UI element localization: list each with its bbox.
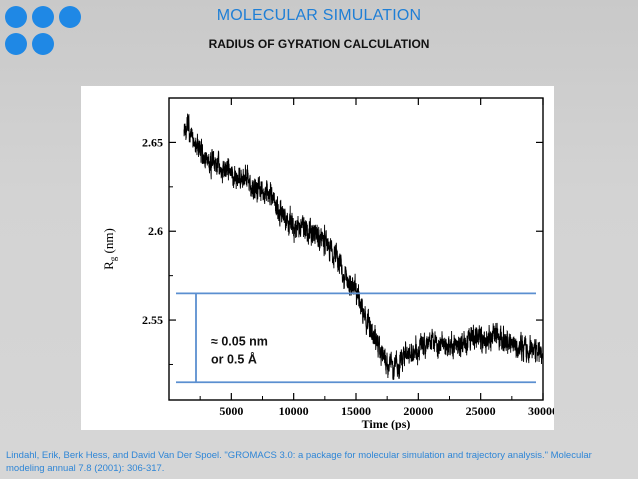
citation: Lindahl, Erik, Berk Hess, and David Van … <box>6 450 592 474</box>
x-tick-label: 30000 <box>528 404 554 418</box>
page-subtitle: RADIUS OF GYRATION CALCULATION <box>208 37 430 51</box>
x-tick-label: 5000 <box>219 404 243 418</box>
rg-series-line <box>183 113 544 381</box>
accent-dot <box>59 6 81 28</box>
annotation-label-nm: ≈ 0.05 nm <box>211 334 268 348</box>
y-tick-label: 2.65 <box>142 135 163 149</box>
x-tick-label: 10000 <box>279 404 309 418</box>
rg-chart: 5000 10000 15000 20000 25000 30000 2.55 2.6 2.65… <box>101 97 558 431</box>
trace-layer <box>183 113 544 381</box>
accent-dot <box>32 6 54 28</box>
accent-dot <box>32 33 54 55</box>
accent-dot <box>5 6 27 28</box>
x-tick-label: 15000 <box>341 404 371 418</box>
page-title: MOLECULAR SIMULATION <box>216 7 422 24</box>
x-axis-label: Time (ps) <box>362 417 411 430</box>
y-tick-label: 2.6 <box>148 224 163 238</box>
tick-layer: 5000 10000 15000 20000 25000 30000 2.55 2.6 2.65 <box>142 97 558 418</box>
annotation-layer <box>176 292 536 384</box>
x-tick-label: 20000 <box>403 404 433 418</box>
y-axis-label: Rg (nm) <box>101 228 118 270</box>
x-tick-label: 25000 <box>466 404 496 418</box>
y-tick-label: 2.55 <box>142 313 163 327</box>
chart-panel: 5000 10000 15000 20000 25000 30000 2.55 2.6 2.65… <box>81 86 558 431</box>
accent-dot <box>5 33 27 55</box>
annotation-label-angstrom: or 0.5 Å <box>211 351 257 366</box>
